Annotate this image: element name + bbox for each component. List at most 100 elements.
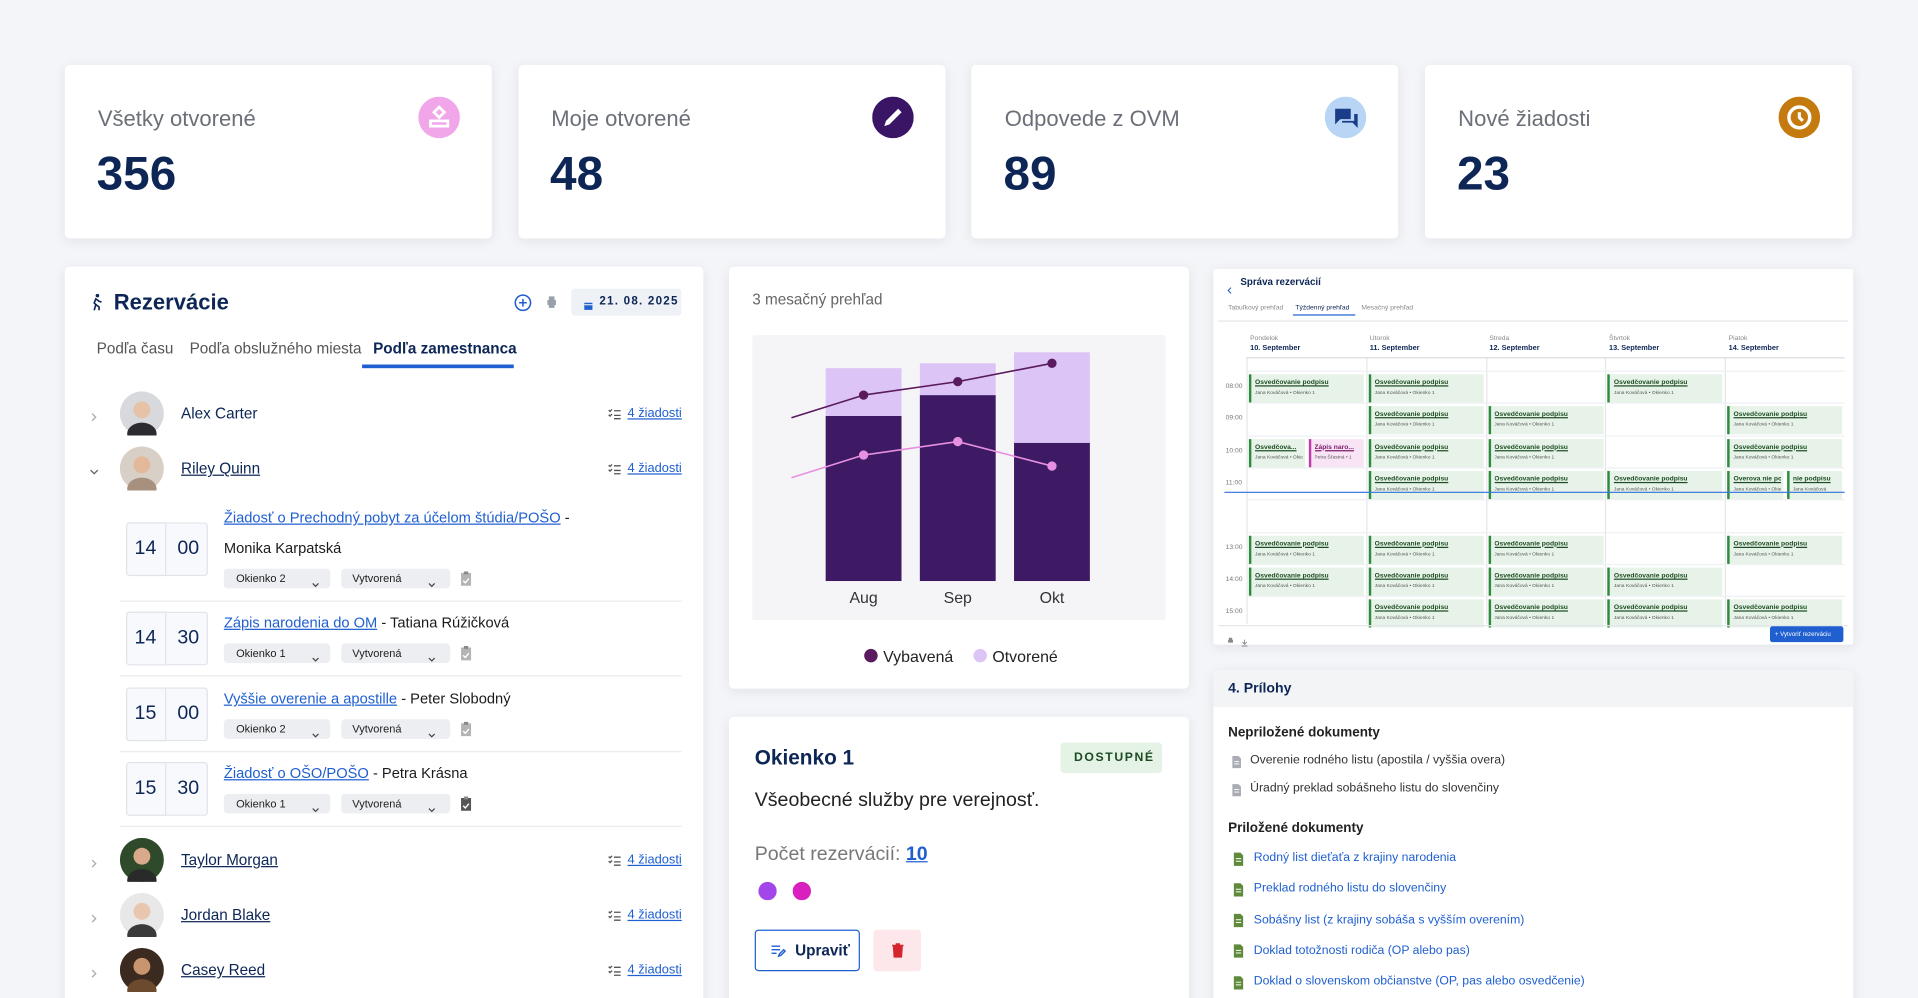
calendar-event[interactable] (1488, 406, 1604, 435)
calendar-event[interactable] (1607, 374, 1723, 403)
print-icon[interactable] (1226, 630, 1236, 643)
calendar-event[interactable] (1368, 406, 1484, 435)
service-link[interactable]: Žiadosť o OŠO/POŠO (223, 764, 369, 782)
count-link[interactable]: 10 (905, 844, 928, 865)
calendar-event[interactable] (1488, 567, 1604, 596)
status-select[interactable] (341, 719, 451, 739)
tab[interactable]: Podľa zamestnanca (373, 340, 517, 358)
requests-link[interactable]: 4 žiadosti (627, 962, 682, 978)
window-select[interactable] (223, 793, 331, 814)
calendar-event[interactable] (1368, 599, 1484, 628)
calendar-event[interactable] (1727, 535, 1843, 564)
attached-document[interactable]: Doklad o slovenskom občianstve (OP, pas … (1253, 975, 1585, 989)
calendar-event[interactable] (1248, 567, 1364, 596)
calendar-event[interactable] (1368, 567, 1484, 596)
person-name[interactable]: Jordan Blake (181, 906, 271, 924)
requests-link[interactable]: 4 žiadosti (627, 406, 682, 421)
person-name[interactable]: Casey Reed (181, 961, 266, 979)
icon-shape (91, 859, 97, 868)
clipboard-button[interactable] (457, 645, 474, 662)
event-title: Osvedčovanie podpisu (1374, 443, 1449, 451)
service-link[interactable]: Vyššie overenie a apostille (223, 689, 398, 708)
calendar-event[interactable] (1488, 438, 1604, 467)
icon-shape (1232, 784, 1241, 797)
status-select[interactable] (341, 643, 451, 663)
expand-toggle[interactable] (88, 909, 100, 923)
calendar-event[interactable] (1607, 599, 1723, 628)
status-select[interactable] (341, 793, 451, 814)
expand-toggle[interactable] (88, 854, 100, 868)
calendar-event[interactable] (1488, 535, 1604, 564)
expand-toggle[interactable] (88, 407, 100, 422)
event-detail: Petra Šťastná • 1 (1314, 453, 1352, 460)
attached-document[interactable]: Doklad totožnosti rodiča (OP alebo pas) (1253, 944, 1470, 958)
hour-line (1246, 434, 1845, 436)
download-icon[interactable] (1240, 631, 1249, 646)
calendar-event[interactable] (1488, 599, 1604, 628)
select-chevron (427, 574, 437, 588)
attached-document[interactable]: Sobášny list (z krajiny sobáša s vyšším … (1253, 913, 1525, 927)
person-name[interactable]: Riley Quinn (181, 459, 261, 478)
requests-link[interactable]: 4 žiadosti (627, 907, 682, 923)
clipboard-button[interactable] (457, 570, 474, 587)
calendar-event[interactable] (1607, 567, 1723, 596)
avatar (119, 837, 164, 892)
service-link[interactable]: Žiadosť o Prechodný pobyt za účelom štúd… (223, 508, 561, 526)
person-name: Alex Carter (181, 404, 258, 423)
clipboard-button[interactable] (457, 720, 474, 737)
calendar-event[interactable] (1727, 406, 1843, 435)
calendar-event[interactable] (1727, 599, 1843, 628)
icon-shape (312, 657, 319, 662)
event-detail: Jana Kováčová • Okienko 1 (1374, 581, 1435, 589)
calendar-event[interactable] (1488, 470, 1604, 499)
calendar-event[interactable] (1786, 470, 1843, 499)
day-column-line (1724, 357, 1726, 624)
event-title: Overova nie podpisu (1733, 475, 1781, 484)
calendar-event[interactable] (1368, 374, 1484, 403)
tab[interactable]: Podľa času (96, 340, 174, 358)
calendar-event[interactable] (1308, 438, 1364, 467)
status-select[interactable] (341, 568, 451, 589)
event-title: Osvedčovanie podpisu (1255, 379, 1329, 387)
icon-shape (312, 808, 319, 813)
icon-shape (462, 652, 470, 659)
create-button[interactable] (1769, 626, 1844, 643)
print-button[interactable] (543, 294, 560, 311)
window-select[interactable] (223, 643, 331, 663)
expand-toggle[interactable] (88, 964, 100, 978)
window-select[interactable] (223, 719, 331, 739)
day-column-line (1246, 357, 1248, 624)
legend-dot (864, 648, 878, 663)
requests-link[interactable]: 4 žiadosti (627, 852, 682, 868)
requests-link[interactable]: 4 žiadosti (627, 461, 682, 476)
event-title: Osvedčovanie podpisu (1374, 475, 1449, 484)
x-tick-label: Sep (944, 590, 972, 607)
stat-label: Všetky otvorené (97, 106, 256, 131)
clipboard-button[interactable] (457, 795, 474, 812)
tab[interactable]: Podľa obslužného miesta (189, 340, 362, 358)
calendar-event[interactable] (1248, 535, 1364, 564)
back-icon[interactable] (1225, 278, 1234, 294)
date-chip[interactable] (571, 288, 682, 316)
add-button[interactable] (513, 293, 531, 311)
calendar-event[interactable] (1727, 438, 1843, 467)
calendar-tab[interactable]: Týždenný prehľad (1295, 304, 1350, 312)
icon-shape (119, 947, 164, 998)
status-badge-text: DOSTUPNÉ (1073, 751, 1155, 765)
calendar-event[interactable] (1727, 470, 1784, 499)
person-name[interactable]: Taylor Morgan (181, 851, 278, 869)
calendar-event[interactable] (1368, 470, 1484, 499)
expand-toggle[interactable] (88, 462, 100, 475)
calendar-event[interactable] (1368, 438, 1484, 467)
attached-document[interactable]: Preklad rodného listu do slovenčiny (1253, 882, 1447, 896)
service-link[interactable]: Zápis narodenia do OM (223, 614, 378, 632)
calendar-tab[interactable]: Mesačný prehľad (1361, 304, 1414, 312)
hour-line (1246, 402, 1845, 404)
calendar-event[interactable] (1368, 535, 1484, 564)
calendar-event[interactable] (1248, 438, 1305, 467)
window-select[interactable] (223, 568, 331, 589)
calendar-event[interactable] (1248, 374, 1364, 403)
calendar-event[interactable] (1607, 470, 1723, 499)
attached-document[interactable]: Rodný list dieťaťa z krajiny narodenia (1253, 851, 1457, 865)
calendar-tab[interactable]: Tabuľkový prehľad (1228, 304, 1284, 312)
